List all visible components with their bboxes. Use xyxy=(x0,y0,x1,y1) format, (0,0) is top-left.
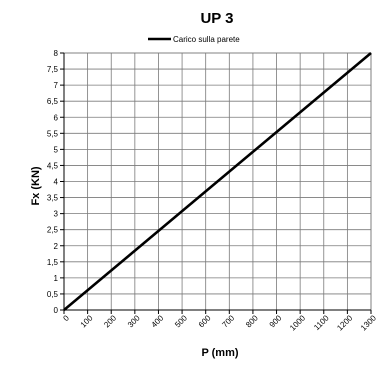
y-tick-label: 5 xyxy=(54,145,59,154)
y-tick-label: 7 xyxy=(54,81,59,90)
x-axis-label: P (mm) xyxy=(201,347,238,359)
x-tick-label: 600 xyxy=(197,313,213,329)
x-tick-label: 200 xyxy=(102,313,118,329)
y-tick-label: 6,5 xyxy=(47,97,59,106)
legend-label: Carico sulla parete xyxy=(173,35,240,44)
y-tick-label: 1 xyxy=(54,274,59,283)
series-line-0 xyxy=(63,52,372,311)
y-axis-label: Fx (KN) xyxy=(30,166,42,205)
y-tick-label: 8 xyxy=(54,49,59,58)
series-layer xyxy=(63,52,372,311)
chart-title: UP 3 xyxy=(200,10,233,27)
y-tick-label: 0 xyxy=(54,306,59,315)
y-tick-label: 1,5 xyxy=(47,258,59,267)
y-tick-label: 2,5 xyxy=(47,226,59,235)
x-tick-label: 1300 xyxy=(359,313,376,332)
x-tick-label: 400 xyxy=(150,313,166,329)
x-tick-label: 500 xyxy=(173,313,189,329)
x-tick-label: 1100 xyxy=(312,313,331,332)
x-tick-label: 900 xyxy=(268,313,284,329)
y-tick-label: 0,5 xyxy=(47,290,59,299)
y-tick-label: 4,5 xyxy=(47,161,59,170)
x-tick-label: 800 xyxy=(244,313,260,329)
y-tick-label: 4 xyxy=(54,178,59,187)
x-tick-label: 0 xyxy=(61,313,71,323)
y-tick-label: 3,5 xyxy=(47,194,59,203)
x-tick-label: 700 xyxy=(220,313,236,329)
x-tick-label: 1200 xyxy=(335,313,354,332)
y-tick-label: 5,5 xyxy=(47,129,59,138)
y-tick-label: 7,5 xyxy=(47,65,59,74)
y-tick-label: 3 xyxy=(54,210,59,219)
y-tick-label: 6 xyxy=(54,113,59,122)
x-tick-label: 300 xyxy=(126,313,142,329)
legend: Carico sulla parete xyxy=(148,35,240,44)
x-tick-label: 100 xyxy=(79,313,95,329)
y-tick-label: 2 xyxy=(54,242,59,251)
x-tick-label: 1000 xyxy=(288,313,307,332)
